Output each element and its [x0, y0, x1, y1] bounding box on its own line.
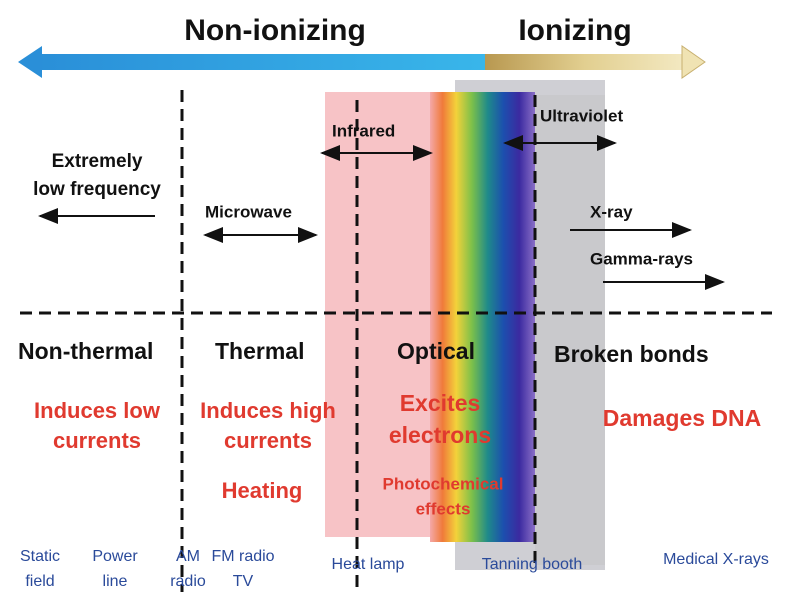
- source-label: TV: [233, 573, 254, 590]
- source-label: field: [25, 573, 54, 590]
- effect-title: Non-thermal: [18, 338, 153, 364]
- effect-detail: Damages DNA: [603, 405, 762, 431]
- source-label: line: [103, 573, 128, 590]
- source-label: AM: [176, 548, 200, 565]
- spectrum-image: [325, 80, 605, 570]
- effect-detail: currents: [53, 428, 141, 453]
- source-label: Power: [92, 548, 138, 565]
- source-label: FM radio: [211, 548, 274, 565]
- effect-title: Optical: [397, 338, 475, 364]
- source-label: Tanning booth: [482, 556, 583, 573]
- source-label: Medical X-rays: [663, 551, 769, 568]
- header-left: Non-ionizing: [184, 14, 366, 47]
- source-label: Static: [20, 548, 60, 565]
- effect-detail: Photochemical: [383, 474, 504, 493]
- effect-detail: Heating: [222, 478, 303, 503]
- effect-detail: electrons: [389, 422, 491, 448]
- source-label: radio: [170, 573, 206, 590]
- band-label: Microwave: [205, 202, 292, 221]
- band-label: Gamma-rays: [590, 249, 693, 268]
- band-label: Extremely: [52, 151, 143, 172]
- effect-detail: Induces high: [200, 398, 336, 423]
- effect-title: Thermal: [215, 338, 304, 364]
- header-right: Ionizing: [518, 14, 631, 47]
- band-label: low frequency: [33, 179, 161, 200]
- effect-detail: Induces low: [34, 398, 161, 423]
- ionization-arrow: [18, 45, 706, 79]
- effect-detail: effects: [416, 499, 471, 518]
- band-label: Infrared: [332, 121, 395, 140]
- effect-detail: currents: [224, 428, 312, 453]
- effect-title: Broken bonds: [554, 341, 709, 367]
- band-label: X-ray: [590, 202, 633, 221]
- source-label: Heat lamp: [332, 556, 405, 573]
- effect-detail: Excites: [400, 390, 481, 416]
- band-label: Ultraviolet: [540, 106, 623, 125]
